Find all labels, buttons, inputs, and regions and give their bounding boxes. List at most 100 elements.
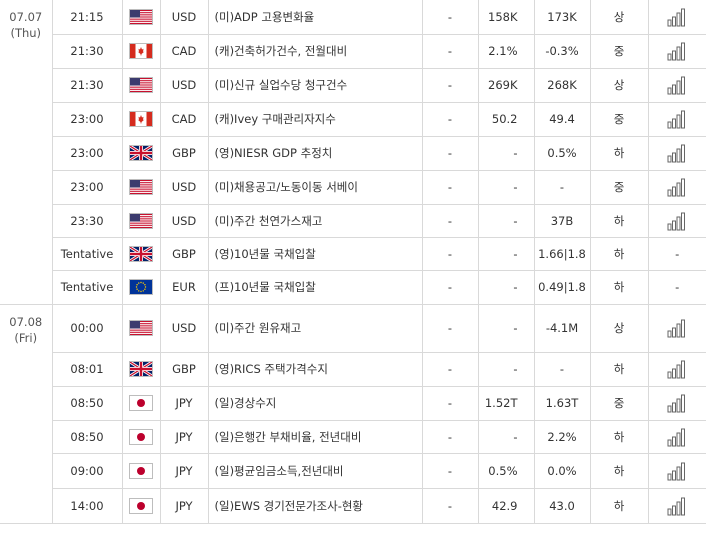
table-row[interactable]: 21:30 CAD (캐)건축허가건수, 전월대비 -2.1% -0.3% 중 [0, 34, 706, 69]
event-name-cell: (영)RICS 주택가격수지 [208, 352, 423, 387]
table-row[interactable]: 21:30 USD (미)신규 실업수당 청구건수 -269K 268K 상 [0, 68, 706, 103]
table-row[interactable]: Tentative GBP (영)10년물 국채입찰 - -1.66|1.8 하 - [0, 237, 706, 271]
time-cell: 21:30 [52, 68, 123, 103]
actual-cell: - [422, 68, 479, 103]
table-row[interactable]: 23:00 GBP (영)NIESR GDP 추정치 - -0.5% 하 [0, 136, 706, 171]
event-name-cell: (프)10년물 국채입찰 [208, 270, 423, 305]
actual-cell: - [422, 170, 479, 205]
currency-cell: GBP [160, 352, 209, 387]
japan-flag-icon [129, 428, 153, 445]
time-cell: 21:15 [52, 0, 123, 35]
time-cell: 21:30 [52, 34, 123, 69]
table-row[interactable]: 08:50 JPY (일)은행간 부채비율, 전년대비 - -2.2% 하 [0, 420, 706, 454]
date-cell: 07.07 (Thu) [0, 0, 53, 305]
table-row[interactable]: 08:01 GBP (영)RICS 주택가격수지 - - - 하 [0, 352, 706, 387]
bar-chart-icon[interactable] [667, 143, 687, 163]
table-row[interactable]: 07.07 (Thu) 21:15 USD (미)ADP 고용변화율 -158K 173K 상 [0, 0, 706, 305]
event-name-cell: (일)평균임금소득,전년대비 [208, 453, 423, 489]
event-name-cell: (캐)건축허가건수, 전월대비 [208, 34, 423, 69]
importance-cell: 하 [590, 204, 649, 238]
bar-chart-icon[interactable] [667, 359, 687, 379]
table-row[interactable]: Tentative EUR (프)10년물 국채입찰 - -0.49|1.8 하 - [0, 270, 706, 305]
actual-cell: - [422, 303, 479, 353]
forecast-cell: - [478, 352, 535, 387]
previous-cell: 37B [534, 204, 591, 238]
currency-cell: USD [160, 68, 209, 103]
chart-cell [648, 102, 706, 137]
previous-cell: 1.63T [534, 386, 591, 421]
actual-cell: - [422, 488, 479, 524]
actual-cell: - [422, 34, 479, 69]
time-cell: 00:00 [52, 303, 123, 353]
importance-cell: 상 [590, 303, 649, 353]
chart-cell [648, 453, 706, 489]
table-row[interactable]: 09:00 JPY (일)평균임금소득,전년대비 -0.5% 0.0% 하 [0, 453, 706, 489]
actual-cell: - [422, 420, 479, 454]
table-row[interactable]: 23:30 USD (미)주간 천연가스재고 - -37B 하 [0, 204, 706, 238]
time-cell: Tentative [52, 270, 123, 305]
event-name-cell: (캐)Ivey 구매관리자지수 [208, 102, 423, 137]
currency-cell: CAD [160, 34, 209, 69]
table-row[interactable]: 14:00 JPY (일)EWS 경기전문가조사-현황 -42.9 43.0 하 [0, 488, 706, 524]
table-row[interactable]: 23:00 CAD (캐)Ivey 구매관리자지수 -50.2 49.4 중 [0, 102, 706, 137]
table-row[interactable]: 07.08 (Fri) 00:00 USD (미)주간 원유재고 - - -4.1M 상 [0, 303, 706, 524]
previous-cell: 43.0 [534, 488, 591, 524]
event-name-cell: (미)주간 원유재고 [208, 303, 423, 353]
table-row[interactable]: 23:00 USD (미)채용공고/노동이동 서베이 - - - 중 [0, 170, 706, 205]
forecast-cell: - [478, 170, 535, 205]
japan-flag-icon [129, 497, 153, 514]
previous-cell: 49.4 [534, 102, 591, 137]
canada-flag-icon [129, 43, 153, 59]
bar-chart-icon[interactable] [667, 211, 687, 231]
flag-cell [122, 386, 161, 421]
bar-chart-icon[interactable] [667, 461, 687, 481]
bar-chart-icon[interactable] [667, 393, 687, 413]
forecast-cell: - [478, 303, 535, 353]
event-name-cell: (미)ADP 고용변화율 [208, 0, 423, 35]
flag-cell [122, 420, 161, 454]
chart-cell [648, 386, 706, 421]
bar-chart-icon[interactable] [667, 41, 687, 61]
flag-cell [122, 102, 161, 137]
importance-cell: 중 [590, 102, 649, 137]
chart-cell [648, 204, 706, 238]
uk-flag-icon [129, 361, 153, 377]
flag-cell [122, 303, 161, 353]
event-name-cell: (영)10년물 국채입찰 [208, 237, 423, 271]
bar-chart-icon[interactable] [667, 318, 687, 338]
actual-cell: - [422, 352, 479, 387]
forecast-cell: 0.5% [478, 453, 535, 489]
currency-cell: JPY [160, 488, 209, 524]
uk-flag-icon [129, 245, 153, 262]
flag-cell [122, 453, 161, 489]
currency-cell: JPY [160, 386, 209, 421]
previous-cell: -4.1M [534, 303, 591, 353]
importance-cell: 하 [590, 270, 649, 305]
date-label: 07.07 [9, 10, 43, 24]
time-cell: 23:00 [52, 136, 123, 171]
bar-chart-icon[interactable] [667, 75, 687, 95]
actual-cell: - [422, 102, 479, 137]
previous-cell: 2.2% [534, 420, 591, 454]
currency-cell: EUR [160, 270, 209, 305]
bar-chart-icon[interactable] [667, 177, 687, 197]
importance-cell: 상 [590, 68, 649, 103]
time-cell: 23:30 [52, 204, 123, 238]
currency-cell: USD [160, 170, 209, 205]
currency-cell: USD [160, 303, 209, 353]
flag-cell [122, 0, 161, 35]
us-flag-icon [129, 212, 153, 229]
forecast-cell: - [478, 270, 535, 305]
bar-chart-icon[interactable] [667, 427, 687, 447]
bar-chart-icon[interactable] [667, 496, 687, 516]
table-row[interactable]: 08:50 JPY (일)경상수지 -1.52T 1.63T 중 [0, 386, 706, 421]
currency-cell: JPY [160, 453, 209, 489]
us-flag-icon [129, 179, 153, 195]
chart-cell [648, 488, 706, 524]
bar-chart-icon[interactable] [667, 109, 687, 129]
chart-cell [648, 303, 706, 353]
us-flag-icon [129, 320, 153, 336]
forecast-cell: 42.9 [478, 488, 535, 524]
previous-cell: - [534, 170, 591, 205]
bar-chart-icon[interactable] [667, 7, 687, 27]
